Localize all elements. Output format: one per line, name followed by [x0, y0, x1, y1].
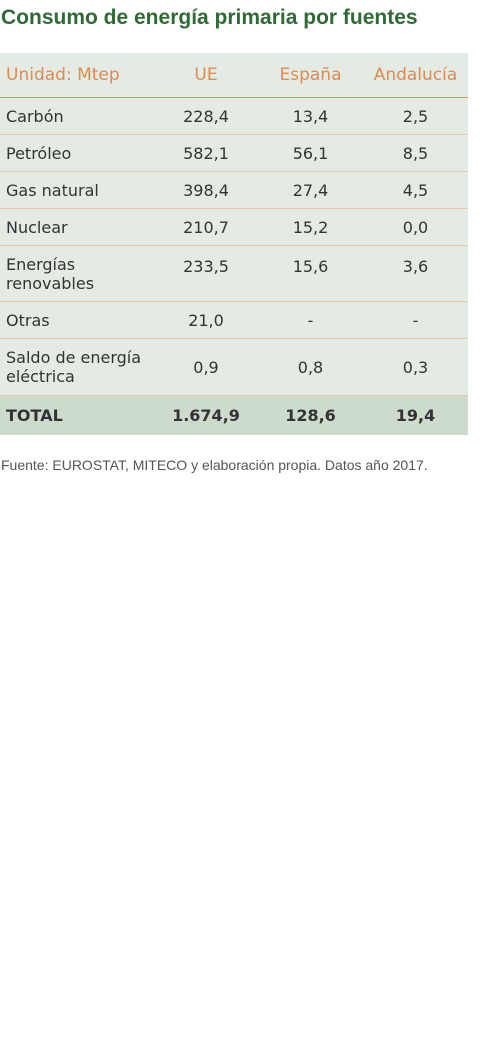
- cell-espana: 15,2: [258, 208, 363, 246]
- table-title: Consumo de energía primaria por fuentes: [1, 6, 418, 29]
- total-row: TOTAL 1.674,9 128,6 19,4: [0, 395, 468, 435]
- table-row: Gas natural 398,4 27,4 4,5: [0, 171, 468, 209]
- header-andalucia: Andalucía: [363, 53, 468, 98]
- cell-ue: 21,0: [154, 301, 258, 339]
- source-note: Fuente: EUROSTAT, MITECO y elaboración p…: [1, 457, 428, 473]
- total-ue: 1.674,9: [154, 395, 258, 435]
- cell-andalucia: 8,5: [363, 134, 468, 172]
- cell-espana: -: [258, 301, 363, 339]
- table-header-row: Unidad: Mtep UE España Andalucía: [0, 53, 468, 98]
- cell-ue: 210,7: [154, 208, 258, 246]
- total-espana: 128,6: [258, 395, 363, 435]
- cell-espana: 27,4: [258, 171, 363, 209]
- cell-ue: 398,4: [154, 171, 258, 209]
- header-ue: UE: [154, 53, 258, 98]
- energy-table-container: Unidad: Mtep UE España Andalucía Carbón …: [0, 53, 468, 435]
- row-label: Gas natural: [0, 171, 154, 209]
- cell-andalucia: 2,5: [363, 97, 468, 135]
- table-row: Carbón 228,4 13,4 2,5: [0, 97, 468, 135]
- total-label: TOTAL: [0, 395, 154, 435]
- row-label: Petróleo: [0, 134, 154, 172]
- row-label: Energías renovables: [0, 245, 154, 302]
- cell-ue: 0,9: [154, 338, 258, 396]
- total-andalucia: 19,4: [363, 395, 468, 435]
- row-label: Carbón: [0, 97, 154, 135]
- cell-ue: 233,5: [154, 245, 258, 302]
- table-row: Energías renovables 233,5 15,6 3,6: [0, 245, 468, 302]
- cell-espana: 56,1: [258, 134, 363, 172]
- table-row: Nuclear 210,7 15,2 0,0: [0, 208, 468, 246]
- row-label: Saldo de energía eléctrica: [0, 338, 154, 396]
- cell-andalucia: 3,6: [363, 245, 468, 302]
- energy-table: Unidad: Mtep UE España Andalucía Carbón …: [0, 53, 468, 435]
- cell-espana: 15,6: [258, 245, 363, 302]
- cell-andalucia: -: [363, 301, 468, 339]
- header-unit: Unidad: Mtep: [0, 53, 154, 98]
- row-label: Otras: [0, 301, 154, 339]
- cell-andalucia: 0,0: [363, 208, 468, 246]
- row-label: Nuclear: [0, 208, 154, 246]
- header-espana: España: [258, 53, 363, 98]
- cell-andalucia: 0,3: [363, 338, 468, 396]
- cell-espana: 0,8: [258, 338, 363, 396]
- table-row: Otras 21,0 - -: [0, 301, 468, 339]
- cell-andalucia: 4,5: [363, 171, 468, 209]
- cell-ue: 228,4: [154, 97, 258, 135]
- cell-ue: 582,1: [154, 134, 258, 172]
- cell-espana: 13,4: [258, 97, 363, 135]
- table-row: Saldo de energía eléctrica 0,9 0,8 0,3: [0, 338, 468, 396]
- table-row: Petróleo 582,1 56,1 8,5: [0, 134, 468, 172]
